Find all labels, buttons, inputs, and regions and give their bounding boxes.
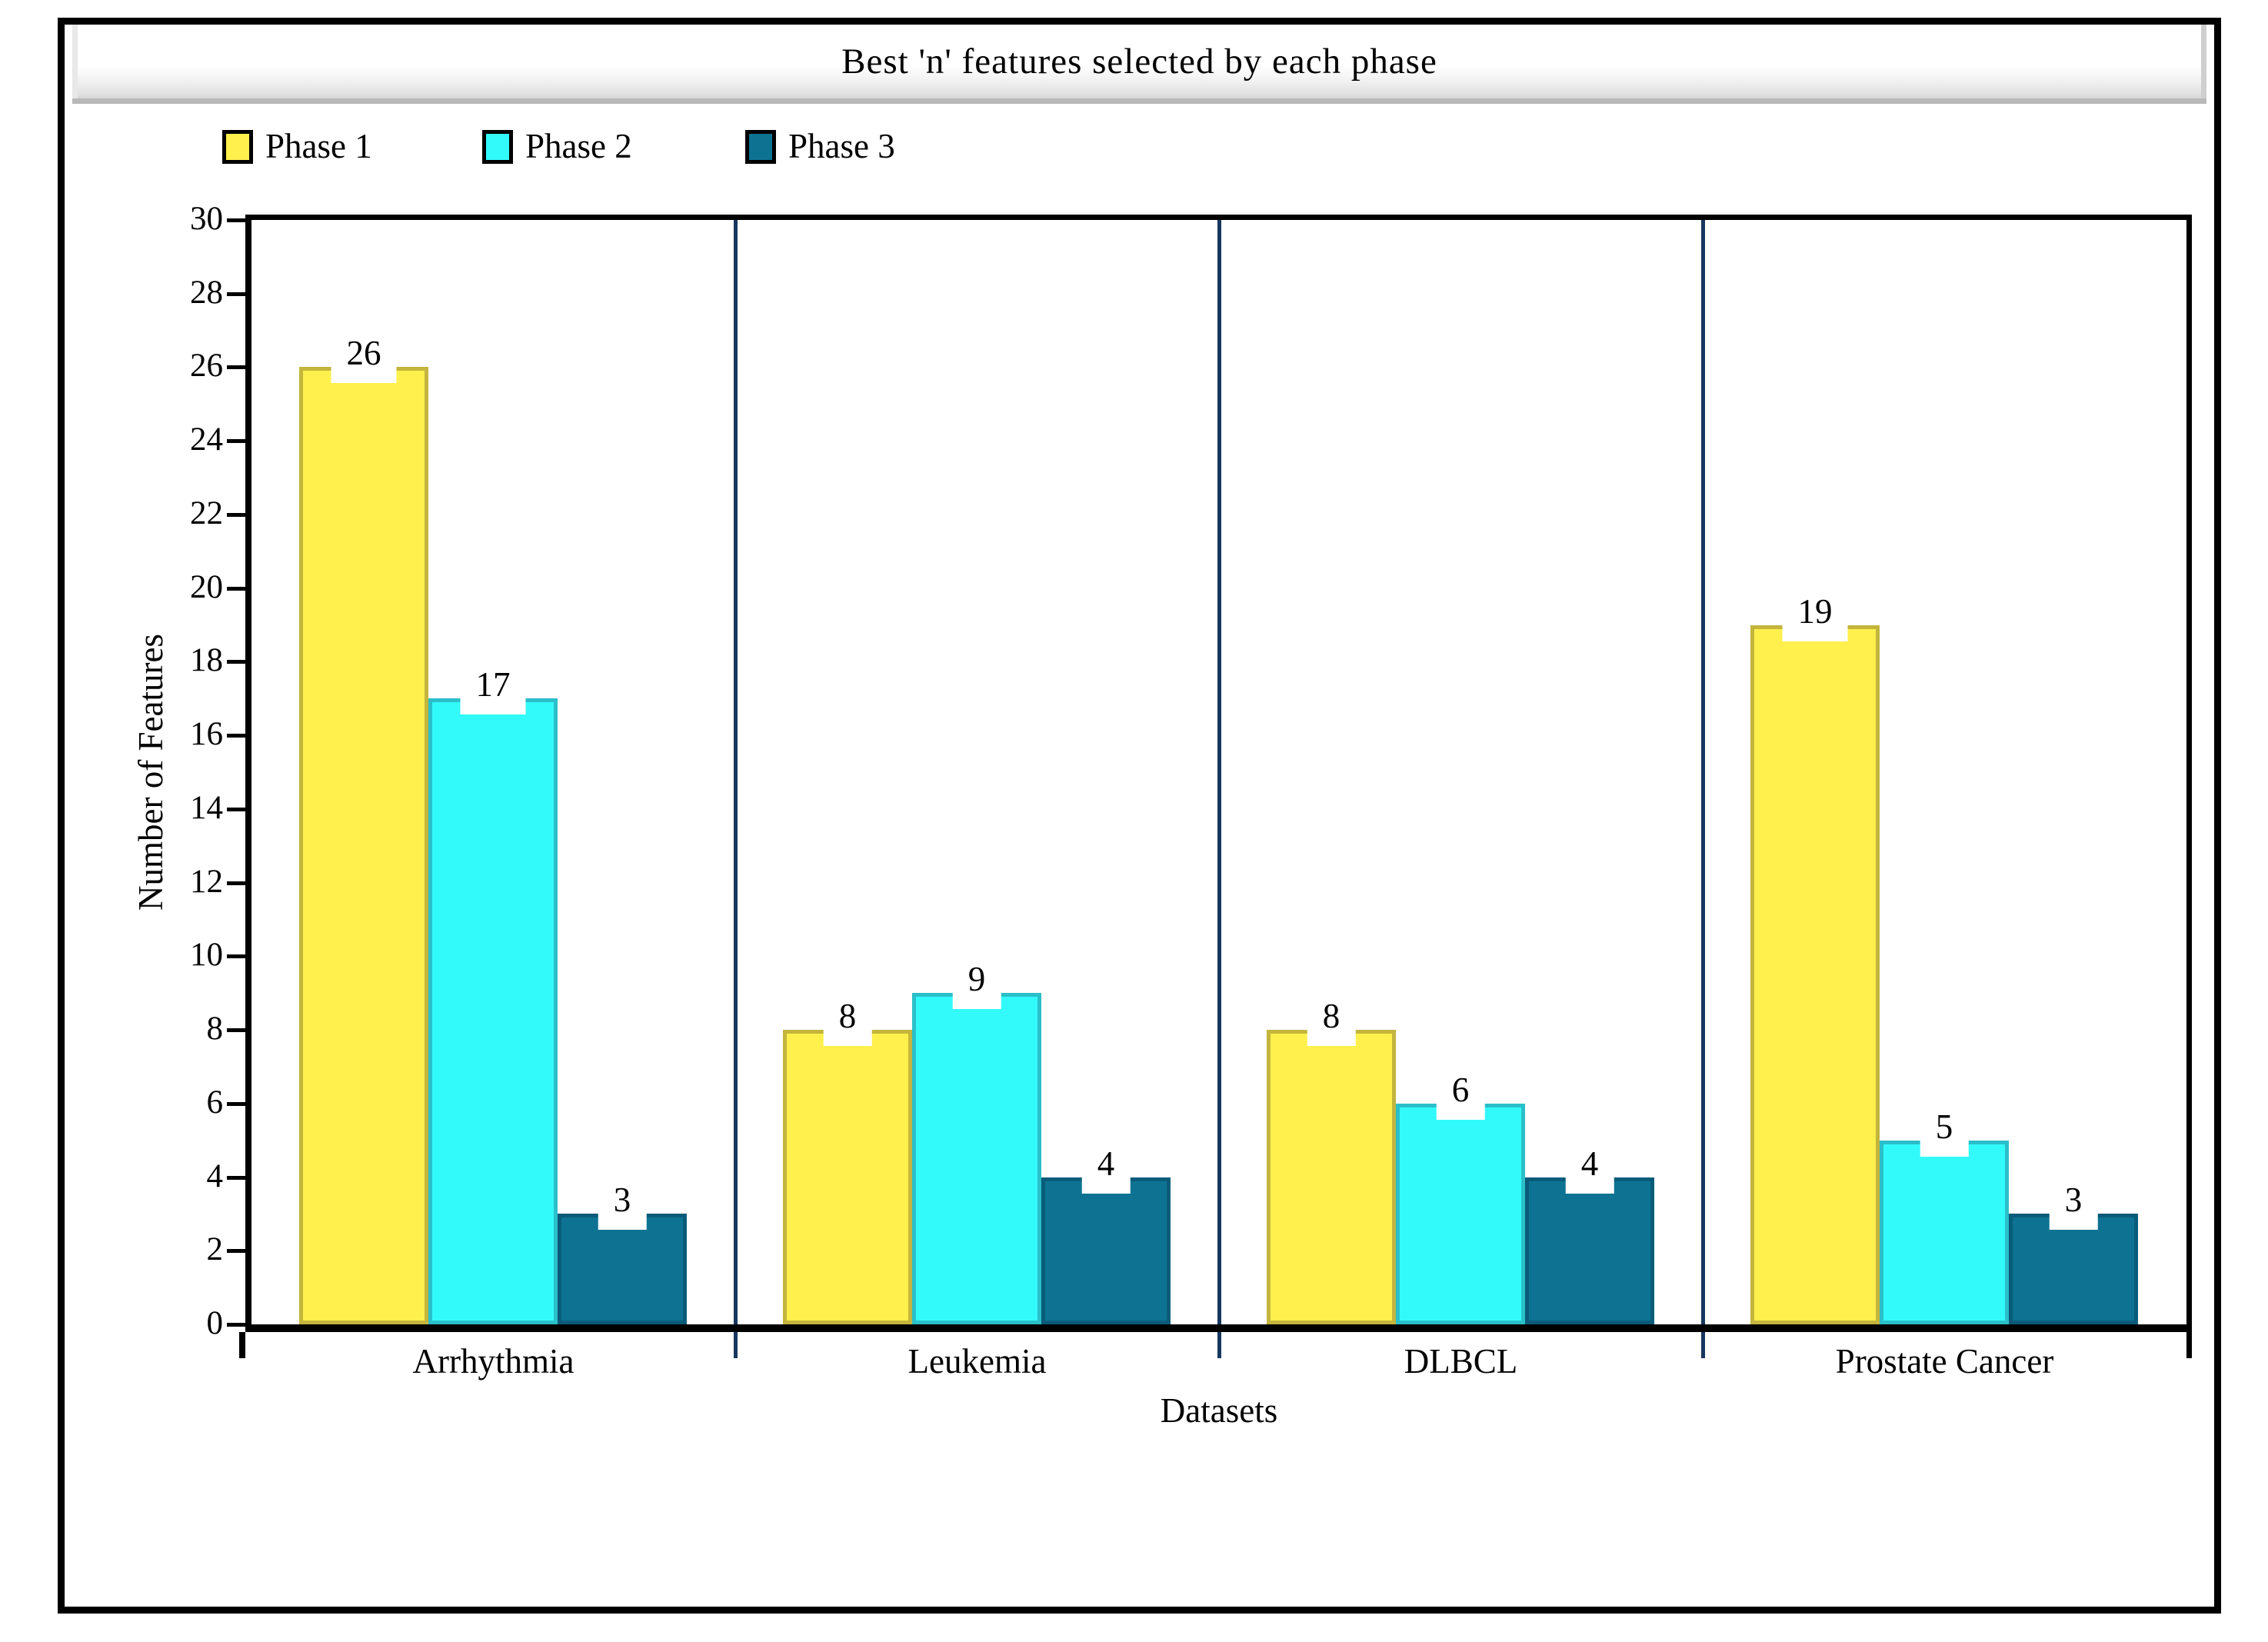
y-axis-tick-mark bbox=[227, 439, 245, 444]
legend-swatch-icon bbox=[745, 129, 776, 164]
y-axis-tick-label: 18 bbox=[190, 642, 223, 679]
bar-value-label: 5 bbox=[1920, 1110, 1969, 1157]
legend-label: Phase 3 bbox=[788, 127, 895, 165]
bar-phase1-arrhythmia: 26 bbox=[299, 336, 428, 1324]
x-axis-boundary-tick bbox=[734, 1332, 738, 1358]
bar-value-label: 3 bbox=[598, 1183, 647, 1230]
bar-value-label: 3 bbox=[2049, 1183, 2098, 1230]
y-axis-tick-label: 10 bbox=[190, 937, 223, 974]
y-axis-tick-mark bbox=[227, 881, 245, 885]
bar-phase1-prostate-cancer: 19 bbox=[1750, 595, 1880, 1324]
y-axis-tick-mark bbox=[227, 1175, 245, 1180]
bar-phase2-leukemia: 9 bbox=[912, 962, 1041, 1324]
bar-phase3-dlbcl: 4 bbox=[1525, 1147, 1654, 1324]
legend-item-phase1: Phase 1 bbox=[222, 129, 372, 164]
y-axis-tick-mark bbox=[227, 1028, 245, 1033]
y-axis-tick-mark bbox=[227, 954, 245, 959]
legend-label: Phase 1 bbox=[265, 127, 372, 165]
bar-phase2-arrhythmia: 17 bbox=[428, 668, 558, 1324]
y-axis-tick-label: 30 bbox=[190, 201, 223, 237]
x-axis-title: Datasets bbox=[1160, 1391, 1278, 1430]
y-axis-tick-mark bbox=[227, 586, 245, 591]
y-axis-tick-label: 4 bbox=[206, 1157, 224, 1194]
chart-title: Best 'n' features selected by each phase bbox=[841, 42, 1437, 82]
y-axis-tick-label: 28 bbox=[190, 274, 223, 311]
y-axis-tick-label: 0 bbox=[206, 1305, 224, 1341]
y-axis-tick-label: 26 bbox=[190, 348, 223, 385]
legend-label: Phase 2 bbox=[525, 127, 632, 165]
dataset-separator-line bbox=[734, 220, 738, 1324]
bar-phase3-arrhythmia: 3 bbox=[558, 1183, 687, 1324]
x-axis-category-label: Arrhythmia bbox=[412, 1342, 574, 1381]
bar-phase2-prostate-cancer: 5 bbox=[1880, 1110, 2009, 1324]
dataset-separator-line bbox=[1217, 220, 1221, 1324]
bar-value-label: 19 bbox=[1782, 595, 1848, 641]
legend-item-phase2: Phase 2 bbox=[482, 129, 632, 164]
x-axis-boundary-tick bbox=[1217, 1332, 1221, 1358]
x-axis-category-label: Leukemia bbox=[908, 1342, 1047, 1381]
title-bar: Best 'n' features selected by each phase bbox=[72, 25, 2206, 104]
bar-phase2-dlbcl: 6 bbox=[1396, 1073, 1525, 1324]
legend-swatch-icon bbox=[222, 129, 253, 164]
x-axis-edge-tick bbox=[2186, 1332, 2192, 1358]
bar-value-label: 4 bbox=[1565, 1147, 1614, 1194]
y-axis-tick-label: 8 bbox=[206, 1011, 224, 1047]
y-axis-tick-mark bbox=[227, 365, 245, 370]
y-axis-tick-mark bbox=[227, 512, 245, 517]
legend-swatch-icon bbox=[482, 129, 513, 164]
bar-value-label: 8 bbox=[1307, 999, 1356, 1046]
bar-phase1-leukemia: 8 bbox=[783, 999, 912, 1324]
bar-phase3-leukemia: 4 bbox=[1041, 1147, 1171, 1324]
legend-item-phase3: Phase 3 bbox=[745, 129, 895, 164]
bar-value-label: 26 bbox=[331, 336, 397, 383]
y-axis-tick-mark bbox=[227, 1249, 245, 1254]
bar-value-label: 17 bbox=[460, 668, 526, 714]
y-axis-tick-label: 22 bbox=[190, 495, 223, 531]
dataset-separator-line bbox=[1701, 220, 1705, 1324]
y-axis-tick-label: 6 bbox=[206, 1084, 224, 1121]
y-axis-tick-mark bbox=[227, 218, 245, 222]
bar-value-label: 4 bbox=[1081, 1147, 1131, 1194]
y-axis-tick-label: 20 bbox=[190, 568, 223, 605]
x-axis-category-label: DLBCL bbox=[1404, 1342, 1518, 1381]
y-axis-tick-label: 16 bbox=[190, 716, 223, 753]
y-axis-tick-label: 14 bbox=[190, 789, 223, 826]
x-axis-edge-tick bbox=[239, 1332, 245, 1358]
bar-phase1-dlbcl: 8 bbox=[1267, 999, 1396, 1324]
x-axis-category-label: Prostate Cancer bbox=[1835, 1342, 2054, 1381]
y-axis-tick-mark bbox=[227, 291, 245, 296]
y-axis-tick-mark bbox=[227, 807, 245, 811]
bar-value-label: 6 bbox=[1436, 1073, 1485, 1120]
x-axis-boundary-tick bbox=[1701, 1332, 1705, 1358]
y-axis-tick-mark bbox=[227, 1101, 245, 1106]
y-axis-tick-mark bbox=[227, 734, 245, 738]
y-axis-tick-label: 24 bbox=[190, 421, 223, 458]
y-axis-tick-label: 2 bbox=[206, 1231, 224, 1268]
bar-value-label: 9 bbox=[952, 962, 1001, 1009]
y-axis-tick-label: 12 bbox=[190, 863, 223, 900]
y-axis-tick-mark bbox=[227, 1323, 245, 1327]
bar-value-label: 8 bbox=[823, 999, 872, 1046]
y-axis-tick-mark bbox=[227, 660, 245, 664]
bar-phase3-prostate-cancer: 3 bbox=[2009, 1183, 2138, 1324]
